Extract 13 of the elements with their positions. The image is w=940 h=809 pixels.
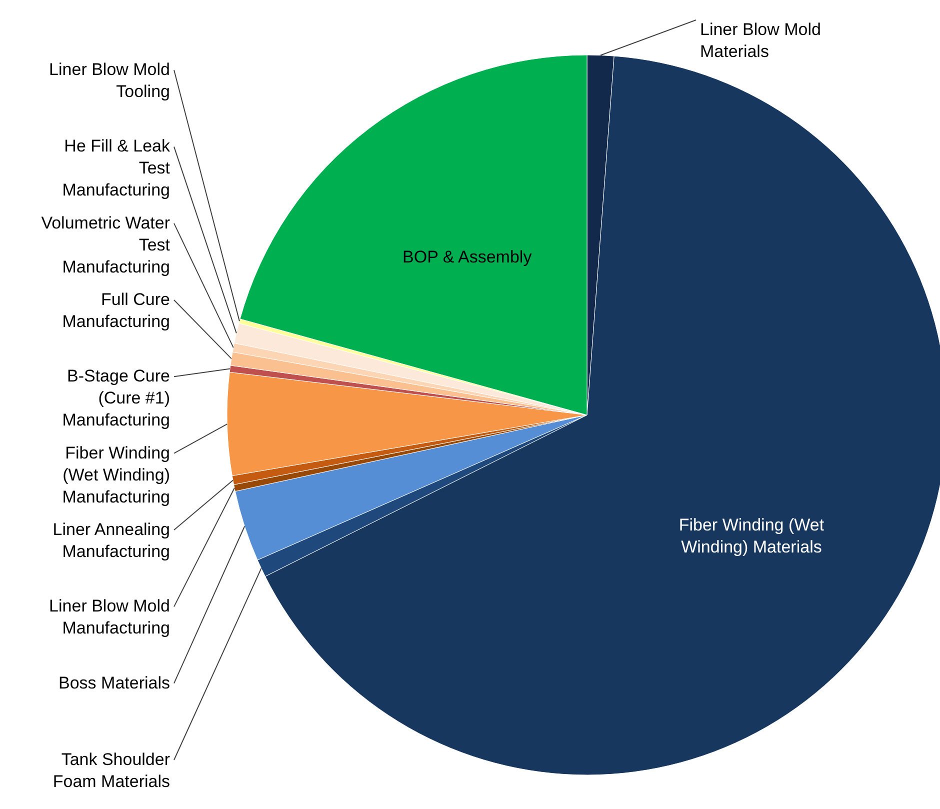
slice-label: BOP & Assembly [402, 247, 532, 266]
slice-label: He Fill & Leak Test Manufacturing [62, 136, 170, 200]
slice-label: Liner Blow Mold Materials [700, 20, 821, 61]
slice-label: Liner Blow Mold Manufacturing [49, 596, 170, 638]
slice-label: Fiber Winding (Wet Winding) Manufacturing [62, 443, 170, 506]
slice-label: B-Stage Cure (Cure #1) Manufacturing [62, 366, 170, 430]
slice-label: Boss Materials [58, 673, 170, 692]
slice-label: Liner Annealing Manufacturing [52, 520, 170, 561]
slice-label: Volumetric Water Test Manufacturing [41, 213, 170, 276]
slice-label: Liner Blow Mold Tooling [49, 60, 170, 101]
slice-label: Full Cure Manufacturing [62, 290, 170, 331]
slice-label: Fiber Winding (Wet Winding) Materials [678, 515, 824, 556]
slice-label: Tank Shoulder Foam Materials [52, 750, 170, 791]
